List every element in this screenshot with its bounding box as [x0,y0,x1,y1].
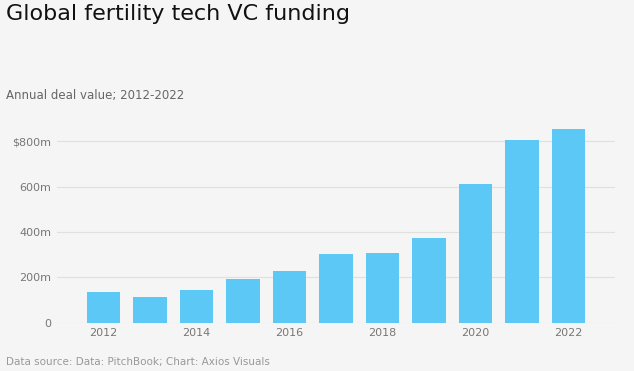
Text: Data source: Data: PitchBook; Chart: Axios Visuals: Data source: Data: PitchBook; Chart: Axi… [6,357,270,367]
Bar [505,139,539,323]
Bar [87,292,120,323]
Bar [459,184,492,323]
Text: Annual deal value; 2012-2022: Annual deal value; 2012-2022 [6,89,184,102]
Bar [552,129,585,323]
Bar [180,290,213,323]
Bar [273,271,306,323]
Bar [320,254,353,323]
Bar [412,238,446,323]
Bar [226,279,260,323]
Bar [133,297,167,323]
Text: Global fertility tech VC funding: Global fertility tech VC funding [6,4,351,24]
Bar [366,253,399,323]
